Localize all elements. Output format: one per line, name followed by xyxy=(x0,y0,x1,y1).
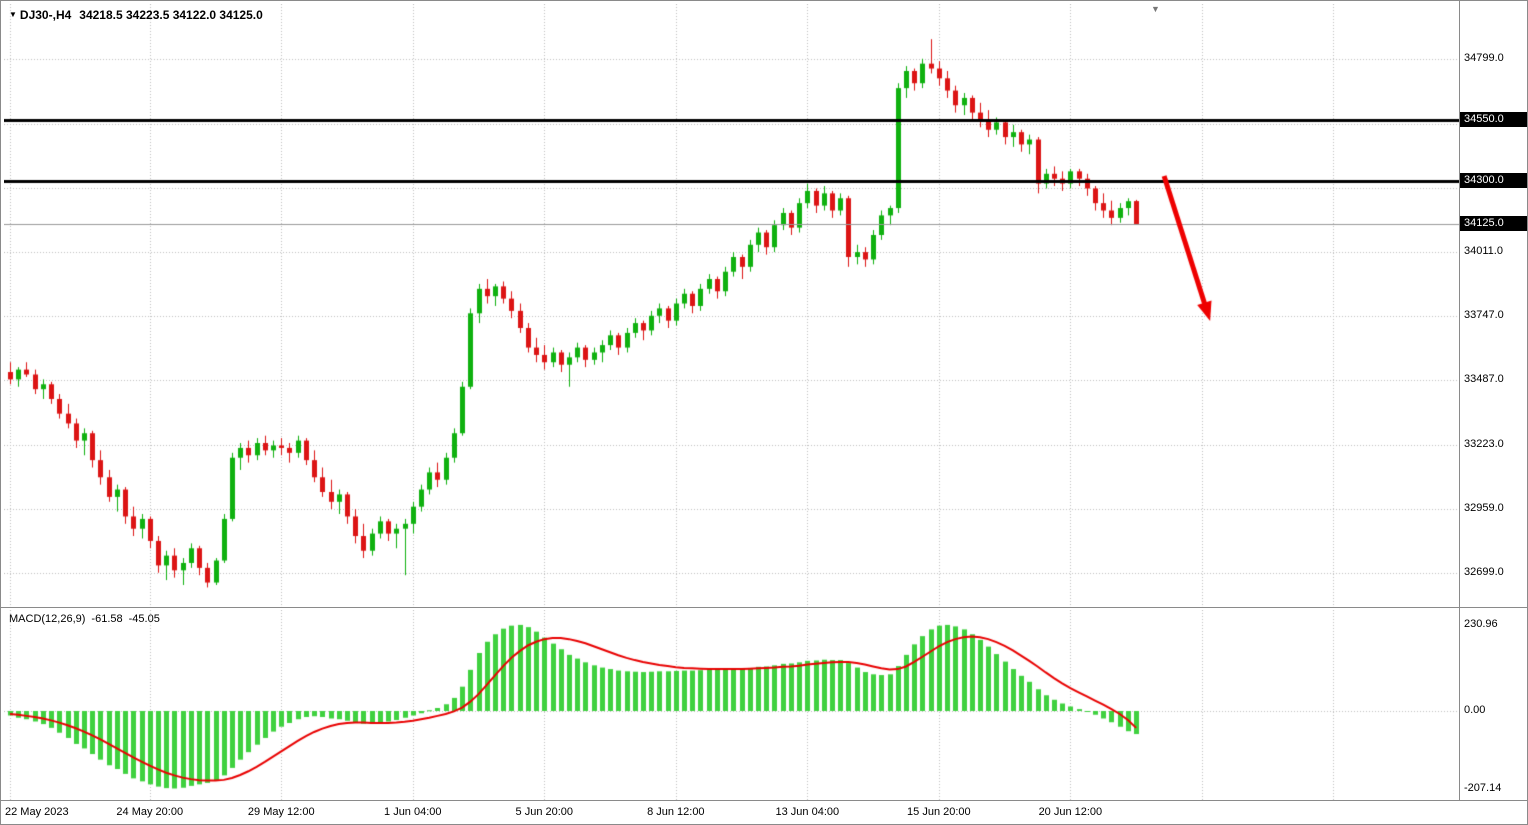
time-axis-label: 20 Jun 12:00 xyxy=(1038,806,1103,818)
macd-axis-label: -207.14 xyxy=(1464,781,1502,794)
price-axis-label: 33487.0 xyxy=(1464,373,1504,386)
time-axis-divider xyxy=(1,800,1527,801)
hline-price-tag: 34300.0 xyxy=(1460,173,1527,189)
chart-shift-marker-icon[interactable]: ▼ xyxy=(1151,4,1160,14)
time-axis-label: 13 Jun 04:00 xyxy=(775,806,840,818)
macd-info-bar: MACD(12,26,9) -61.58 -45.05 xyxy=(9,613,166,625)
symbol-info-bar: ▼ DJ30-,H4 34218.5 34223.5 34122.0 34125.0 xyxy=(9,8,263,22)
price-axis-label: 33747.0 xyxy=(1464,309,1504,322)
price-axis-label: 32699.0 xyxy=(1464,566,1504,578)
symbol-period-label: DJ30-,H4 xyxy=(19,8,72,22)
macd-panel-canvas[interactable] xyxy=(4,610,1459,800)
time-axis-label: 29 May 12:00 xyxy=(247,806,315,818)
time-axis-label: 1 Jun 04:00 xyxy=(384,806,442,818)
price-axis-label: 34011.0 xyxy=(1464,244,1503,257)
ohlc-quote-label: 34218.5 34223.5 34122.0 34125.0 xyxy=(79,8,263,22)
price-axis-label: 34799.0 xyxy=(1464,52,1504,64)
time-axis-label: 15 Jun 20:00 xyxy=(907,806,971,818)
macd-main-value: -61.58 xyxy=(91,613,123,625)
current-price-tag: 34125.0 xyxy=(1460,215,1527,231)
price-axis-divider xyxy=(1459,1,1460,801)
symbol-dropdown-icon[interactable]: ▼ xyxy=(9,10,17,19)
time-axis-label: 8 Jun 12:00 xyxy=(647,806,705,818)
macd-axis-label: 230.96 xyxy=(1464,617,1498,630)
price-axis-label: 33223.0 xyxy=(1464,437,1504,450)
time-axis-label: 5 Jun 20:00 xyxy=(515,806,574,818)
time-axis-label: 24 May 20:00 xyxy=(116,806,184,818)
time-axis-label: 22 May 2023 xyxy=(5,806,69,818)
macd-axis-label: 0.00 xyxy=(1464,704,1486,716)
macd-indicator-label: MACD(12,26,9) xyxy=(9,613,86,625)
main-macd-splitter[interactable] xyxy=(1,607,1527,608)
price-axis-label: 32959.0 xyxy=(1464,502,1504,515)
hline-price-tag: 34550.0 xyxy=(1460,111,1527,127)
macd-signal-value: -45.05 xyxy=(128,613,160,625)
main-chart-canvas[interactable] xyxy=(4,4,1459,608)
